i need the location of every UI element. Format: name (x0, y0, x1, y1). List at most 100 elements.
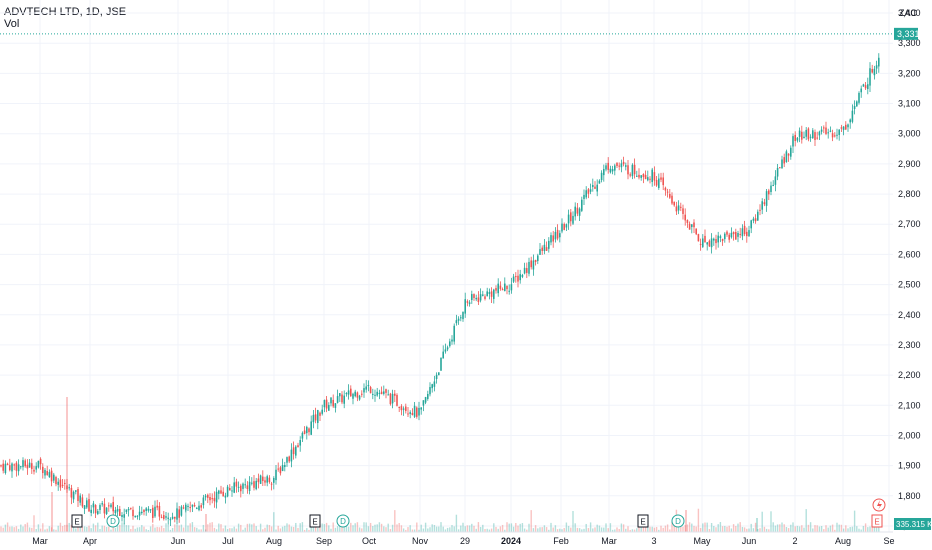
candle-body (33, 469, 35, 472)
volume-bar (842, 528, 845, 532)
y-tick-label: 2,200 (898, 370, 921, 380)
candle-body (809, 136, 812, 138)
earnings-marker-label: E (874, 518, 879, 527)
candle-body (717, 235, 719, 243)
volume-bar (44, 529, 46, 532)
candle-body (629, 174, 631, 176)
candle-body (691, 224, 693, 227)
volume-bar (420, 524, 422, 532)
candle-body (68, 487, 70, 489)
candle-body (728, 234, 730, 240)
volume-bar (673, 523, 675, 532)
candle-body (0, 465, 2, 467)
volume-bar (721, 526, 724, 532)
volume-bar (22, 526, 24, 532)
volume-bar (325, 522, 328, 532)
volume-bar (17, 528, 20, 532)
x-tick-label: Sep (316, 536, 332, 546)
volume-bar (301, 522, 304, 532)
volume-bar (295, 522, 297, 532)
currency-label[interactable]: ZAC (899, 8, 917, 18)
candle-body (589, 189, 592, 192)
volume-bar (409, 525, 411, 532)
dividend-marker[interactable] (106, 514, 120, 528)
candle-body (787, 153, 790, 156)
volume-bar (715, 527, 717, 532)
candle-body (424, 397, 427, 403)
volume-bar (299, 523, 301, 532)
dividend-marker[interactable] (336, 514, 350, 528)
volume-bar (26, 522, 29, 532)
y-axis[interactable]: 1,7001,8001,9002,0002,1002,2002,3002,400… (898, 8, 921, 531)
volume-bar (473, 525, 475, 532)
volume-bar (268, 525, 271, 532)
candle-body (715, 239, 717, 244)
volume-bar (477, 522, 480, 532)
candle-body (152, 507, 154, 519)
volume-bar (365, 522, 367, 532)
volume-bar (499, 526, 502, 532)
dividend-marker[interactable] (671, 514, 685, 528)
volume-bar (116, 526, 119, 532)
earnings-marker[interactable] (71, 514, 83, 528)
candle-body (508, 290, 510, 292)
volume-bar (141, 525, 143, 532)
candle-body (266, 476, 268, 483)
volume-bar (603, 527, 605, 532)
candle-body (290, 449, 293, 462)
candle-body (28, 462, 31, 468)
volume-bar (442, 526, 444, 532)
candle-body (24, 460, 26, 467)
candle-body (543, 244, 546, 252)
candle-body (275, 469, 277, 481)
candle-body (345, 392, 348, 395)
volume-bar (222, 528, 224, 532)
volume-bar (779, 524, 781, 532)
volume-bar (165, 523, 167, 532)
volume-bar (174, 524, 176, 532)
volume-bar (820, 526, 823, 532)
candle-body (662, 177, 664, 186)
volume-bar (273, 512, 275, 532)
candle-body (341, 394, 343, 403)
volume-bar (358, 527, 361, 532)
candle-body (277, 468, 279, 470)
x-tick-label: Se (883, 536, 894, 546)
candle-body (147, 508, 150, 511)
volume-bar (589, 522, 592, 532)
volume-bar (862, 525, 865, 532)
x-axis[interactable]: Mar Apr Jun Jul Aug Sep Oct Nov 29 2024 Feb Mar 3 May… (0, 531, 895, 546)
volume-bar (860, 529, 862, 532)
volume-bar (310, 524, 312, 532)
candle-body (750, 220, 752, 229)
volume-bar (792, 522, 794, 532)
candle-body (79, 495, 81, 503)
candle-body (600, 172, 603, 181)
earnings-marker[interactable] (637, 514, 649, 528)
candle-body (92, 503, 95, 508)
earnings-marker[interactable] (309, 514, 321, 528)
volume-bar (207, 524, 209, 532)
volume-bar (658, 529, 660, 532)
volume-bar (198, 529, 200, 532)
candle-body (193, 505, 196, 507)
candle-body (614, 165, 616, 171)
x-tick-label: Mar (32, 536, 48, 546)
candle-body (539, 249, 541, 255)
volume-bar (253, 523, 255, 532)
y-tick-label: 2,600 (898, 249, 921, 259)
volume-bar (669, 529, 671, 532)
candle-body (442, 351, 444, 359)
candle-body (559, 233, 561, 238)
candle-body (101, 503, 103, 505)
volume-bar (704, 522, 706, 532)
candle-body (268, 477, 271, 483)
volume-bar (537, 528, 539, 532)
volume-bar (506, 522, 508, 532)
candle-body (127, 508, 130, 511)
candle-body (20, 466, 22, 468)
candle-body (545, 247, 548, 251)
earnings-marker[interactable] (871, 514, 883, 528)
candle-body (284, 465, 286, 467)
